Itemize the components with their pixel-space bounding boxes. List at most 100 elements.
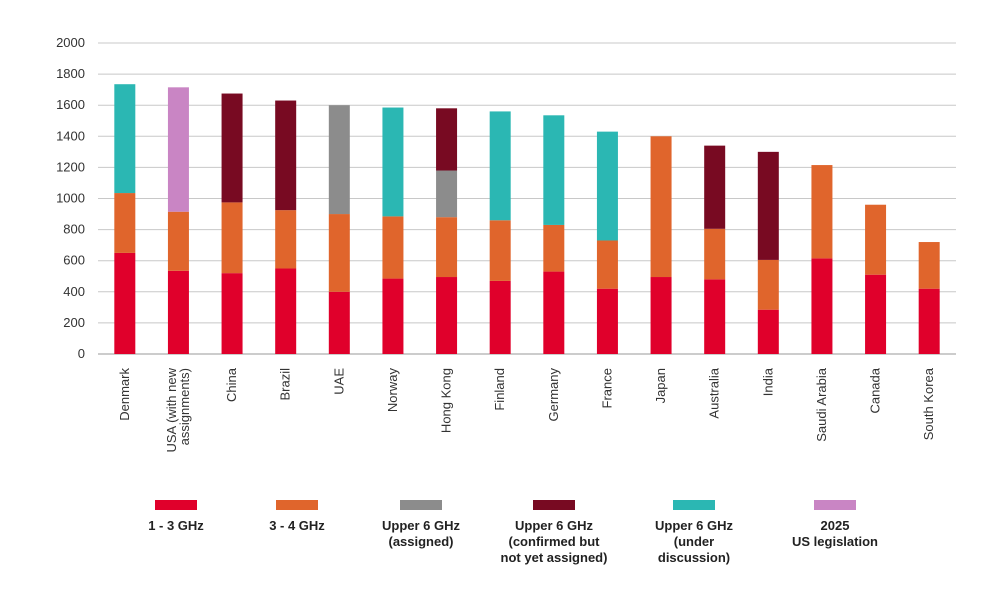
x-category-label: France	[599, 368, 614, 408]
y-tick-label: 200	[63, 315, 85, 330]
x-category-label: Brazil	[278, 368, 293, 401]
x-category-label-line: UAE	[331, 368, 346, 395]
legend-label: 3 - 4 GHz	[269, 518, 325, 533]
bar-segment	[811, 258, 833, 354]
x-category-label: India	[760, 367, 775, 396]
y-tick-label: 1400	[56, 128, 85, 143]
x-category-label-line: Brazil	[278, 368, 293, 401]
legend-swatch	[673, 500, 715, 510]
bar-segment	[650, 277, 672, 354]
bar-segment	[704, 145, 726, 229]
x-category-label-line: Saudi Arabia	[814, 367, 829, 441]
stacked-bar-chart: 0 200 400 600 800 1000 1200 1400 1600 1800 2000 De…	[56, 35, 956, 453]
legend-label: 1 - 3 GHz	[148, 518, 204, 533]
x-category-label: Norway	[385, 368, 400, 413]
bar-segment	[489, 111, 511, 221]
y-tick-label: 1200	[56, 159, 85, 174]
legend-swatch	[276, 500, 318, 510]
bar-segment	[865, 274, 887, 354]
x-category-label-line: Norway	[385, 368, 400, 413]
x-category-label-line: China	[224, 367, 239, 402]
x-category-label: Canada	[868, 367, 883, 413]
x-category-label-line: France	[599, 368, 614, 408]
y-tick-label: 2000	[56, 35, 85, 50]
bar-segment	[596, 240, 618, 289]
bar-segment	[167, 270, 189, 354]
y-tick-label: 0	[78, 346, 85, 361]
bar-segment	[436, 277, 458, 354]
legend-swatch	[533, 500, 575, 510]
legend-item: 2025 US legislation	[755, 500, 915, 550]
x-category-label: Australia	[707, 367, 722, 418]
legend: 1 - 3 GHz 3 - 4 GHz Upper 6 GHz (assigned)…	[0, 500, 1004, 580]
legend-label: Upper 6 GHz (assigned)	[381, 518, 460, 549]
bar-segment	[704, 228, 726, 280]
x-category-label: South Korea	[921, 367, 936, 440]
y-tick-label: 1800	[56, 66, 85, 81]
bar-segment	[114, 84, 136, 194]
bar-segment	[328, 105, 350, 215]
bar-segment	[221, 93, 243, 203]
bar-segment	[436, 217, 458, 278]
bar-segment	[114, 193, 136, 253]
x-category-label-line: Japan	[653, 368, 668, 403]
bar-segment	[918, 242, 940, 289]
bar-segment	[596, 288, 618, 354]
bar-segment	[489, 220, 511, 281]
legend-label: Upper 6 GHz (under discussion)	[654, 518, 733, 565]
x-category-label: Saudi Arabia	[814, 367, 829, 441]
x-category-label: UAE	[331, 368, 346, 395]
bar-segment	[704, 279, 726, 354]
bar-segment	[221, 202, 243, 274]
legend-swatch	[814, 500, 856, 510]
x-category-label-line: Germany	[546, 368, 561, 422]
y-tick-label: 1600	[56, 97, 85, 112]
bar-segment	[382, 278, 404, 354]
bar-segment	[221, 273, 243, 354]
legend-item: 1 - 3 GHz	[96, 500, 256, 534]
bar-segment	[757, 309, 779, 354]
bars	[114, 84, 940, 354]
y-tick-label: 1000	[56, 191, 85, 206]
bar-segment	[275, 100, 297, 211]
x-category-label: Japan	[653, 368, 668, 403]
bar-segment	[865, 204, 887, 275]
bar-segment	[757, 151, 779, 260]
x-category-label: Germany	[546, 368, 561, 422]
legend-item: Upper 6 GHz (confirmed but not yet assig…	[474, 500, 634, 566]
x-category-label: Finland	[492, 368, 507, 411]
bar-segment	[167, 211, 189, 271]
legend-label: 2025 US legislation	[792, 518, 878, 549]
bar-segment	[918, 288, 940, 354]
y-tick-label: 400	[63, 284, 85, 299]
x-category-label-line: USA (with new	[164, 367, 179, 452]
legend-item: Upper 6 GHz (assigned)	[341, 500, 501, 550]
bar-segment	[436, 170, 458, 218]
x-category-label-line: Denmark	[117, 368, 132, 421]
x-category-label-line: Australia	[707, 367, 722, 418]
x-category-label-line: India	[760, 367, 775, 396]
bar-segment	[757, 259, 779, 310]
legend-item: 3 - 4 GHz	[217, 500, 377, 534]
x-category-label: Hong Kong	[439, 368, 454, 433]
x-category-label-line: South Korea	[921, 367, 936, 440]
bar-segment	[275, 210, 297, 269]
bar-segment	[543, 115, 565, 225]
bar-segment	[328, 291, 350, 354]
bar-segment	[382, 216, 404, 279]
bar-segment	[382, 107, 404, 217]
x-category-label-line: Finland	[492, 368, 507, 411]
x-category-label-line: Hong Kong	[439, 368, 454, 433]
bar-segment	[275, 268, 297, 354]
legend-swatch	[400, 500, 442, 510]
bar-segment	[436, 108, 458, 171]
bar-segment	[543, 224, 565, 272]
y-axis-ticks: 0 200 400 600 800 1000 1200 1400 1600 1800 2000	[56, 35, 85, 361]
legend-item: Upper 6 GHz (under discussion)	[614, 500, 774, 566]
y-tick-label: 800	[63, 222, 85, 237]
x-category-label: Denmark	[117, 368, 132, 421]
bar-segment	[114, 252, 136, 354]
legend-swatch	[155, 500, 197, 510]
